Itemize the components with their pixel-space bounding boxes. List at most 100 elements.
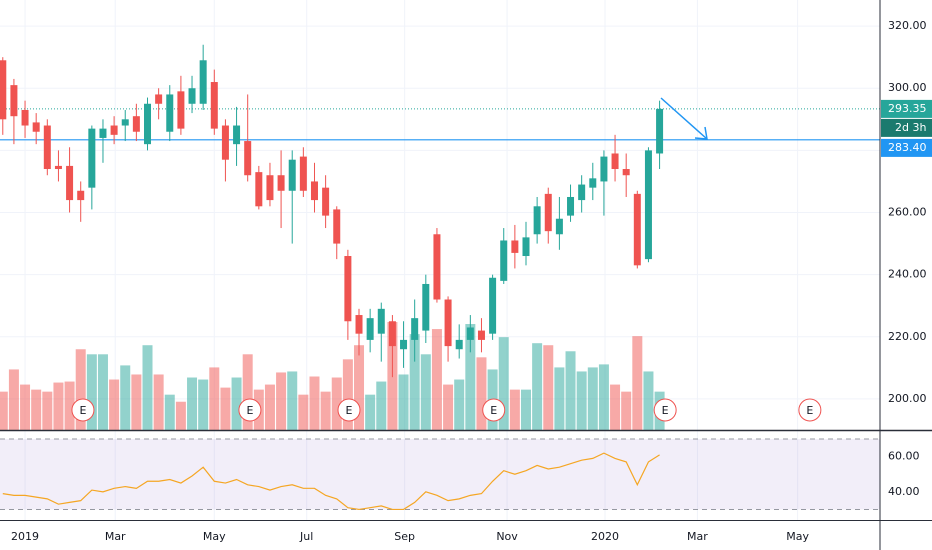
volume-bar xyxy=(398,374,409,430)
volume-bar xyxy=(64,381,75,430)
candle-body xyxy=(567,196,575,216)
y-tick-label: 320.00 xyxy=(888,19,927,32)
volume-bar xyxy=(242,354,253,430)
volume-bar xyxy=(42,391,53,430)
candle-body xyxy=(589,178,597,188)
volume-bar xyxy=(509,389,520,430)
earnings-marker xyxy=(71,398,95,422)
y-tick-label: 200.00 xyxy=(888,392,927,405)
volume-bar xyxy=(431,329,442,430)
volume-bar xyxy=(276,372,287,430)
candle-body xyxy=(43,125,51,170)
x-tick-label: Jul xyxy=(299,530,313,543)
candle-body xyxy=(166,94,174,132)
trend-arrow xyxy=(660,97,708,140)
candle-body xyxy=(32,122,40,132)
candle-body xyxy=(433,234,441,300)
volume-bar xyxy=(198,379,209,430)
candle-body xyxy=(144,103,152,145)
y-tick-label: 240.00 xyxy=(888,268,927,281)
candle-body xyxy=(244,141,252,176)
earnings-label: E xyxy=(662,404,669,417)
candle-body xyxy=(277,175,285,191)
countdown-label: 2d 3h xyxy=(895,121,926,134)
volume-bar xyxy=(75,349,86,430)
candle-body xyxy=(355,315,363,334)
x-tick-label: 2020 xyxy=(591,530,619,543)
volume-bar xyxy=(498,337,509,430)
candle-body xyxy=(544,193,552,232)
candle-body xyxy=(411,318,419,340)
volume-bar xyxy=(409,334,420,430)
rsi-band xyxy=(0,439,880,510)
volume-bar xyxy=(565,351,576,430)
x-tick-label: 2019 xyxy=(11,530,39,543)
volume-bar xyxy=(97,354,108,430)
earnings-label: E xyxy=(806,404,813,417)
candle-body xyxy=(600,156,608,182)
candle-body xyxy=(489,277,497,334)
candle-body xyxy=(455,339,463,350)
last-price-label: 293.35 xyxy=(888,102,927,115)
candle-body xyxy=(522,237,530,257)
candle-body xyxy=(188,88,196,104)
volume-bar xyxy=(220,387,231,430)
candle-body xyxy=(400,339,408,350)
candle-body xyxy=(578,184,586,201)
volume-bar xyxy=(131,374,142,430)
candle-body xyxy=(233,125,241,145)
volume-bar xyxy=(610,384,621,430)
candle-body xyxy=(500,240,508,281)
volume-bar xyxy=(175,401,186,430)
volume-bar xyxy=(287,371,298,430)
candle-body xyxy=(210,82,218,129)
volume-bar xyxy=(31,389,42,430)
volume-bar xyxy=(331,377,342,430)
candle-body xyxy=(611,153,619,170)
candle-body xyxy=(333,209,341,244)
earnings-label: E xyxy=(346,404,353,417)
candle-body xyxy=(221,125,229,160)
candle-body xyxy=(21,109,29,126)
candle-body xyxy=(266,175,274,201)
volume-bar xyxy=(443,384,454,430)
candle-body xyxy=(177,91,185,129)
x-tick-label: May xyxy=(203,530,226,543)
volume-bar xyxy=(0,391,8,430)
candle-body xyxy=(121,119,129,126)
countdown-tag xyxy=(881,118,932,137)
earnings-marker xyxy=(238,398,262,422)
earnings-marker xyxy=(337,398,361,422)
candle-body xyxy=(344,256,352,322)
volume-bar xyxy=(231,377,242,430)
last-price-tag xyxy=(881,99,932,118)
earnings-marker xyxy=(653,398,677,422)
earnings-marker xyxy=(798,398,822,422)
volume-bar xyxy=(621,391,632,430)
x-tick-label: Sep xyxy=(394,530,415,543)
candle-body xyxy=(155,94,163,104)
candle-body xyxy=(555,218,563,235)
candle-body xyxy=(511,240,519,253)
y-tick-label: 300.00 xyxy=(888,81,927,94)
volume-bar xyxy=(576,371,587,430)
candle-body xyxy=(288,159,296,191)
x-tick-label: Mar xyxy=(687,530,708,543)
candle-body xyxy=(388,321,396,347)
volume-bar xyxy=(209,367,220,430)
volume-bar xyxy=(632,336,643,430)
volume-bar xyxy=(454,379,465,430)
candle-body xyxy=(444,299,452,347)
volume-bar xyxy=(587,367,598,430)
hline-tag xyxy=(881,138,932,157)
overlays: 2019 Mar May Jul Sep Nov 2020 Mar May 200.00 220.0… xyxy=(11,19,932,543)
volume-bar xyxy=(153,374,164,430)
candle-body xyxy=(10,85,18,117)
candle-body xyxy=(199,60,207,104)
arrow-line xyxy=(660,97,708,140)
candle-body xyxy=(322,187,330,216)
volume-bar xyxy=(598,364,609,430)
volume-bar xyxy=(20,384,31,430)
